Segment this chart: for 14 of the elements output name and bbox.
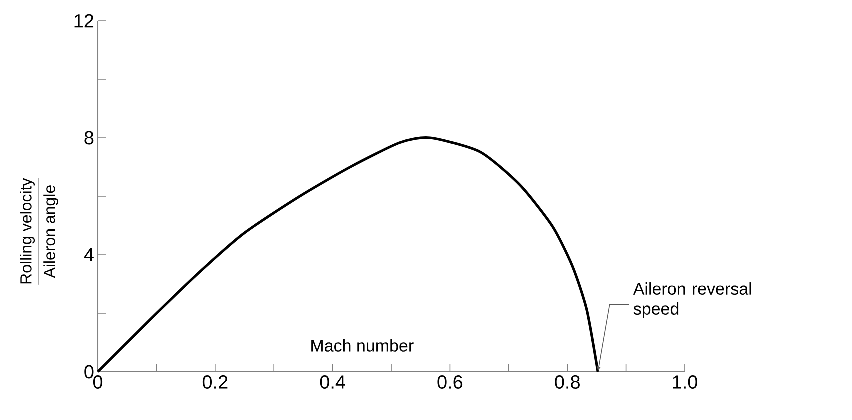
y-tick-label: 8 <box>84 131 94 145</box>
x-tick-label: 0.2 <box>202 376 228 389</box>
annotation: Aileron reversal speed <box>633 282 752 318</box>
y-tick-label: 4 <box>84 248 94 262</box>
y-tick-label: 12 <box>74 14 94 28</box>
x-tick-label: 0.6 <box>438 376 463 389</box>
y-axis-title: $\frac{\mbox{Rolling velocity}}{\mbox{Aileron angle}}$ <box>20 178 59 285</box>
line-series <box>96 136 600 374</box>
x-tick-label: 0.4 <box>320 376 346 389</box>
x-axis-title: Mach number <box>312 339 414 352</box>
x-tick-label: 1.0 <box>673 376 698 389</box>
x-tick-label: 0 <box>93 376 103 389</box>
x-tick-label: 0.8 <box>555 376 580 389</box>
y-tick-label: 0 <box>84 365 94 379</box>
